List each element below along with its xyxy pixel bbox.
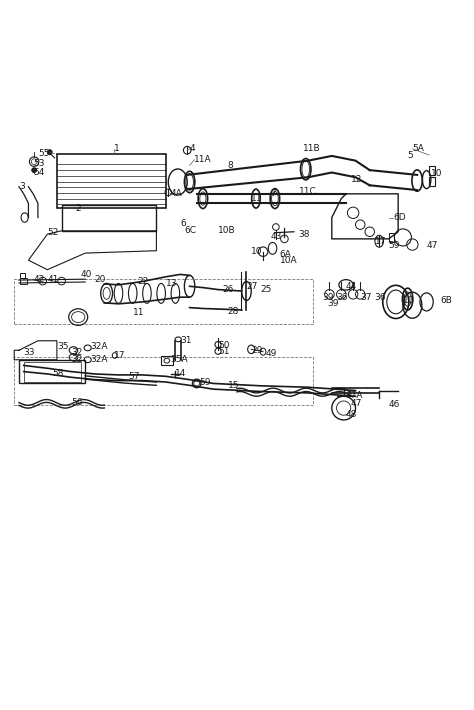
Text: 13: 13 xyxy=(166,280,177,288)
Text: 10B: 10B xyxy=(218,226,236,235)
Text: 2: 2 xyxy=(76,204,82,212)
Text: 47: 47 xyxy=(351,399,362,408)
Circle shape xyxy=(47,150,52,155)
Text: 35A: 35A xyxy=(171,355,188,364)
Text: 36: 36 xyxy=(337,293,348,302)
Text: 17: 17 xyxy=(114,351,125,361)
Text: 11: 11 xyxy=(251,194,263,203)
Text: 28: 28 xyxy=(228,307,239,316)
Text: 36: 36 xyxy=(374,293,386,302)
Text: 58: 58 xyxy=(52,369,64,378)
Bar xyxy=(57,153,166,208)
Text: 6C: 6C xyxy=(185,226,197,235)
Bar xyxy=(14,357,313,405)
Bar xyxy=(389,233,394,242)
Text: 47: 47 xyxy=(427,241,438,251)
Text: 50: 50 xyxy=(218,341,229,350)
Text: 1: 1 xyxy=(114,144,119,153)
Text: 11C: 11C xyxy=(299,187,316,196)
Text: 4: 4 xyxy=(190,144,195,153)
Text: 22: 22 xyxy=(137,277,149,286)
Text: 59: 59 xyxy=(199,378,210,387)
Text: 48: 48 xyxy=(346,410,357,419)
Text: 10: 10 xyxy=(403,296,414,305)
Text: 3: 3 xyxy=(19,182,25,191)
Text: 38: 38 xyxy=(299,229,310,239)
Text: 10: 10 xyxy=(251,247,263,256)
Text: 44: 44 xyxy=(346,282,357,291)
Text: 5A: 5A xyxy=(412,144,424,153)
Text: 51: 51 xyxy=(218,346,229,356)
Text: 14: 14 xyxy=(175,369,187,378)
Bar xyxy=(19,360,85,383)
Text: 6: 6 xyxy=(180,219,186,228)
Text: 32: 32 xyxy=(71,355,82,364)
Bar xyxy=(62,204,156,231)
Text: 20: 20 xyxy=(95,275,106,284)
Text: 47A: 47A xyxy=(346,391,364,400)
Text: 12: 12 xyxy=(351,175,362,184)
Bar xyxy=(24,361,81,381)
Text: 6A: 6A xyxy=(280,250,292,259)
Bar xyxy=(14,279,313,324)
Text: 5: 5 xyxy=(408,151,413,160)
Text: 27: 27 xyxy=(246,282,258,291)
Text: 26: 26 xyxy=(223,285,234,294)
Text: 32A: 32A xyxy=(90,342,108,351)
Bar xyxy=(429,166,435,175)
Text: 11: 11 xyxy=(133,308,144,317)
Text: 57: 57 xyxy=(128,372,139,381)
Bar xyxy=(429,178,435,186)
Text: 39: 39 xyxy=(327,300,338,308)
Text: 37: 37 xyxy=(360,293,372,302)
Text: 6B: 6B xyxy=(441,296,453,305)
Text: 55: 55 xyxy=(38,149,49,158)
Text: 39: 39 xyxy=(322,293,334,302)
Text: 10A: 10A xyxy=(280,256,297,265)
Text: 49: 49 xyxy=(265,349,277,358)
Text: 41: 41 xyxy=(47,275,59,284)
Text: 8: 8 xyxy=(228,161,233,170)
Text: 4A: 4A xyxy=(171,190,182,198)
Text: 56: 56 xyxy=(71,398,82,407)
Text: 53: 53 xyxy=(33,158,45,168)
Text: 17: 17 xyxy=(374,236,386,246)
Text: 6D: 6D xyxy=(393,213,406,222)
Text: 10: 10 xyxy=(431,170,443,178)
Text: 7: 7 xyxy=(270,190,276,198)
Circle shape xyxy=(32,168,36,173)
Text: 35: 35 xyxy=(57,342,68,351)
Bar xyxy=(161,356,173,366)
Text: 31: 31 xyxy=(180,337,191,345)
Text: 29: 29 xyxy=(251,346,263,355)
Bar xyxy=(20,273,25,278)
Text: 43: 43 xyxy=(270,232,282,241)
Text: 33: 33 xyxy=(24,348,35,357)
Bar xyxy=(20,278,27,284)
Text: 54: 54 xyxy=(33,168,45,177)
Text: 42: 42 xyxy=(33,275,45,284)
Text: 11A: 11A xyxy=(194,155,212,164)
Text: 15: 15 xyxy=(228,381,239,391)
Text: 46: 46 xyxy=(389,400,400,409)
Text: 59: 59 xyxy=(389,241,400,251)
Text: 40: 40 xyxy=(81,270,92,279)
Text: 25: 25 xyxy=(261,285,272,294)
Text: 52: 52 xyxy=(47,228,59,237)
Text: 32A: 32A xyxy=(90,355,108,364)
Text: 11B: 11B xyxy=(303,144,321,153)
Text: 32: 32 xyxy=(71,348,82,357)
